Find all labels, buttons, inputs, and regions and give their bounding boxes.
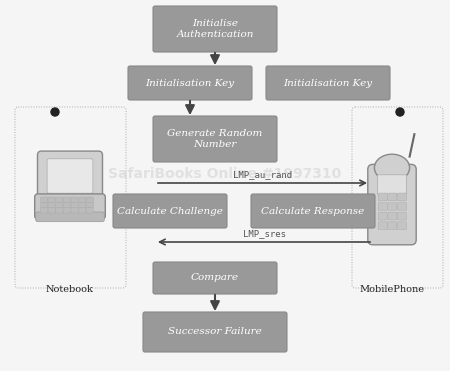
Ellipse shape [374,154,410,181]
FancyBboxPatch shape [35,194,105,219]
FancyBboxPatch shape [113,194,227,228]
Text: Calculate Response: Calculate Response [261,207,364,216]
Text: Initialise
Authentication: Initialise Authentication [176,19,254,39]
FancyBboxPatch shape [388,222,397,230]
FancyBboxPatch shape [251,194,375,228]
FancyBboxPatch shape [78,208,86,213]
FancyBboxPatch shape [86,208,94,213]
FancyBboxPatch shape [378,175,406,194]
FancyBboxPatch shape [56,208,63,213]
FancyBboxPatch shape [63,202,71,208]
FancyBboxPatch shape [48,208,55,213]
FancyBboxPatch shape [397,203,406,210]
FancyBboxPatch shape [378,212,387,220]
Text: Initialisation Key: Initialisation Key [284,79,373,88]
FancyBboxPatch shape [47,159,93,193]
Text: LMP_au_rand: LMP_au_rand [233,170,292,179]
FancyBboxPatch shape [388,203,397,210]
Text: Successor Failure: Successor Failure [168,328,262,336]
FancyBboxPatch shape [378,193,387,201]
FancyBboxPatch shape [56,197,63,203]
FancyBboxPatch shape [153,116,277,162]
FancyBboxPatch shape [153,262,277,294]
FancyBboxPatch shape [86,202,94,208]
FancyBboxPatch shape [266,66,390,100]
FancyBboxPatch shape [63,197,71,203]
FancyBboxPatch shape [36,212,104,222]
FancyBboxPatch shape [397,212,406,220]
Text: Calculate Challenge: Calculate Challenge [117,207,223,216]
FancyBboxPatch shape [143,312,287,352]
FancyBboxPatch shape [128,66,252,100]
FancyBboxPatch shape [56,202,63,208]
FancyBboxPatch shape [71,197,78,203]
FancyBboxPatch shape [378,222,387,230]
FancyBboxPatch shape [378,203,387,210]
FancyBboxPatch shape [63,208,71,213]
FancyBboxPatch shape [40,197,48,203]
FancyBboxPatch shape [48,202,55,208]
Text: MobilePhone: MobilePhone [360,285,424,294]
Circle shape [51,108,59,116]
FancyBboxPatch shape [48,197,55,203]
Text: Generate Random
Number: Generate Random Number [167,129,263,149]
FancyBboxPatch shape [388,193,397,201]
FancyBboxPatch shape [153,6,277,52]
FancyBboxPatch shape [71,202,78,208]
FancyBboxPatch shape [388,212,397,220]
FancyBboxPatch shape [37,151,103,199]
FancyBboxPatch shape [397,222,406,230]
FancyBboxPatch shape [78,202,86,208]
Text: Compare: Compare [191,273,239,282]
FancyBboxPatch shape [86,197,94,203]
Circle shape [396,108,404,116]
Text: Initialisation Key: Initialisation Key [145,79,234,88]
FancyBboxPatch shape [397,193,406,201]
FancyBboxPatch shape [40,202,48,208]
FancyBboxPatch shape [40,208,48,213]
Text: SafariBooks Online #1997310: SafariBooks Online #1997310 [108,167,342,181]
FancyBboxPatch shape [368,164,416,245]
Text: LMP_sres: LMP_sres [243,229,285,238]
FancyBboxPatch shape [71,208,78,213]
FancyBboxPatch shape [78,197,86,203]
Text: Notebook: Notebook [46,285,94,294]
